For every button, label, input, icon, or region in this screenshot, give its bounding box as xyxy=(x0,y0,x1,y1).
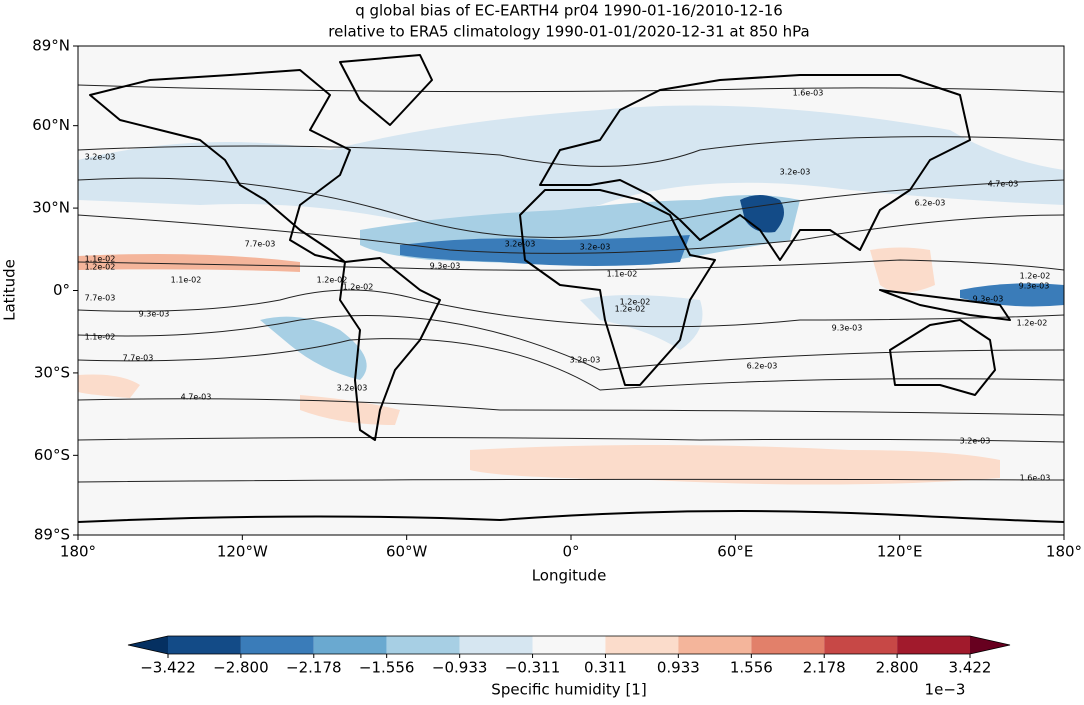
x-tick-label: 120°W xyxy=(217,543,268,561)
map: 1.6e-03 3.2e-03 3.2e-03 3.2e-03 3.2e-03 … xyxy=(77,45,1065,536)
chart-title: q global bias of EC-EARTH4 pr04 1990-01-… xyxy=(355,2,783,20)
colorbar-tick-label: 3.422 xyxy=(949,659,992,677)
x-tick-label: 60°W xyxy=(386,543,428,561)
contour-label: 1.1e-02 xyxy=(171,276,202,285)
y-tick-label: 30°S xyxy=(34,363,70,381)
colorbar-tick-label: −0.933 xyxy=(432,659,488,677)
contour-label: 6.2e-03 xyxy=(915,199,946,208)
contour-label: 1.2e-02 xyxy=(1020,272,1051,281)
contour-label: 9.3e-03 xyxy=(139,310,170,319)
colorbar-tick-label: −2.800 xyxy=(213,659,269,677)
colorbar-bin xyxy=(168,636,241,654)
x-axis-label: Longitude xyxy=(532,567,607,585)
colorbar-bin xyxy=(824,636,898,654)
colorbar-tick-label: −1.556 xyxy=(359,659,415,677)
colorbar-over xyxy=(970,636,1010,654)
colorbar-bin xyxy=(532,636,606,654)
contour-label: 4.7e-03 xyxy=(181,393,212,402)
y-tick-label: 60°N xyxy=(32,116,70,134)
contour-label: 9.3e-03 xyxy=(430,262,461,271)
colorbar-bin xyxy=(897,636,970,654)
contour-label: 1.2e-02 xyxy=(85,263,116,272)
colorbar-bin xyxy=(386,636,460,654)
y-tick-label: 0° xyxy=(53,281,70,299)
contour-label: 1.1e-02 xyxy=(85,255,116,264)
x-tick-label: 60°E xyxy=(717,543,753,561)
y-tick-label: 60°S xyxy=(34,446,70,464)
colorbar-tick-label: 1.556 xyxy=(730,659,773,677)
colorbar-tick-label: 0.933 xyxy=(657,659,700,677)
colorbar-tick-label: 0.311 xyxy=(584,659,627,677)
contour-label: 7.7e-03 xyxy=(123,354,154,363)
contour-label: 3.2e-03 xyxy=(337,384,368,393)
chart-subtitle: relative to ERA5 climatology 1990-01-01/… xyxy=(328,23,809,41)
contour-label: 7.7e-03 xyxy=(85,294,116,303)
contour-label: 1.6e-03 xyxy=(793,89,824,98)
colorbar-bin xyxy=(751,636,825,654)
contour-label: 1.2e-02 xyxy=(317,276,348,285)
contour-label: 1.2e-02 xyxy=(1017,319,1048,328)
colorbar-tick-label: 2.178 xyxy=(803,659,846,677)
y-tick-label: 30°N xyxy=(32,199,70,217)
contour-label: 4.7e-03 xyxy=(988,180,1019,189)
contour-label: 3.2e-03 xyxy=(580,243,611,252)
contour-label: 1.6e-03 xyxy=(1020,474,1051,483)
colorbar-scale: 1e−3 xyxy=(925,681,966,699)
x-tick-label: 180° xyxy=(1046,543,1082,561)
contour-label: 6.2e-03 xyxy=(747,362,778,371)
x-tick-label: 120°E xyxy=(877,543,923,561)
contour-label: 3.2e-03 xyxy=(780,168,811,177)
colorbar-bin xyxy=(240,636,314,654)
colorbar-tick-label: −2.178 xyxy=(286,659,342,677)
x-tick-label: 180° xyxy=(60,543,96,561)
contour-labels: 1.6e-03 3.2e-03 3.2e-03 3.2e-03 3.2e-03 … xyxy=(85,89,1051,483)
contour-label: 3.2e-03 xyxy=(505,240,536,249)
y-tick-label: 89°N xyxy=(32,37,70,55)
colorbar-tick-label: 2.800 xyxy=(876,659,919,677)
colorbar-bin xyxy=(678,636,752,654)
contour-label: 3.2e-03 xyxy=(570,356,601,365)
contour-label: 1.1e-02 xyxy=(85,333,116,342)
contour-label: 3.2e-03 xyxy=(960,437,991,446)
contour-label: 1.2e-02 xyxy=(615,305,646,314)
colorbar-bin xyxy=(313,636,387,654)
contour-label: 9.3e-03 xyxy=(832,324,863,333)
bias-field xyxy=(78,105,1064,485)
colorbar-under xyxy=(128,636,168,654)
colorbar-bin xyxy=(459,636,533,654)
y-axis-label: Latitude xyxy=(1,259,19,321)
colorbar-tick-label: −3.422 xyxy=(140,659,196,677)
contour-label: 1.1e-02 xyxy=(607,270,638,279)
colorbar-bin xyxy=(605,636,679,654)
y-tick-label: 89°S xyxy=(34,526,70,544)
contour-label: 3.2e-03 xyxy=(85,153,116,162)
contour-label: 1.2e-02 xyxy=(620,298,651,307)
x-tick-label: 0° xyxy=(562,543,579,561)
colorbar-label: Specific humidity [1] xyxy=(491,681,646,699)
colorbar-tick-label: −0.311 xyxy=(505,659,561,677)
coastlines xyxy=(77,54,1065,523)
contour-label: 9.3e-03 xyxy=(1019,282,1050,291)
contour-label: 7.7e-03 xyxy=(245,240,276,249)
contour-label: 9.3e-03 xyxy=(973,295,1004,304)
contour-label: 1.2e-02 xyxy=(343,283,374,292)
